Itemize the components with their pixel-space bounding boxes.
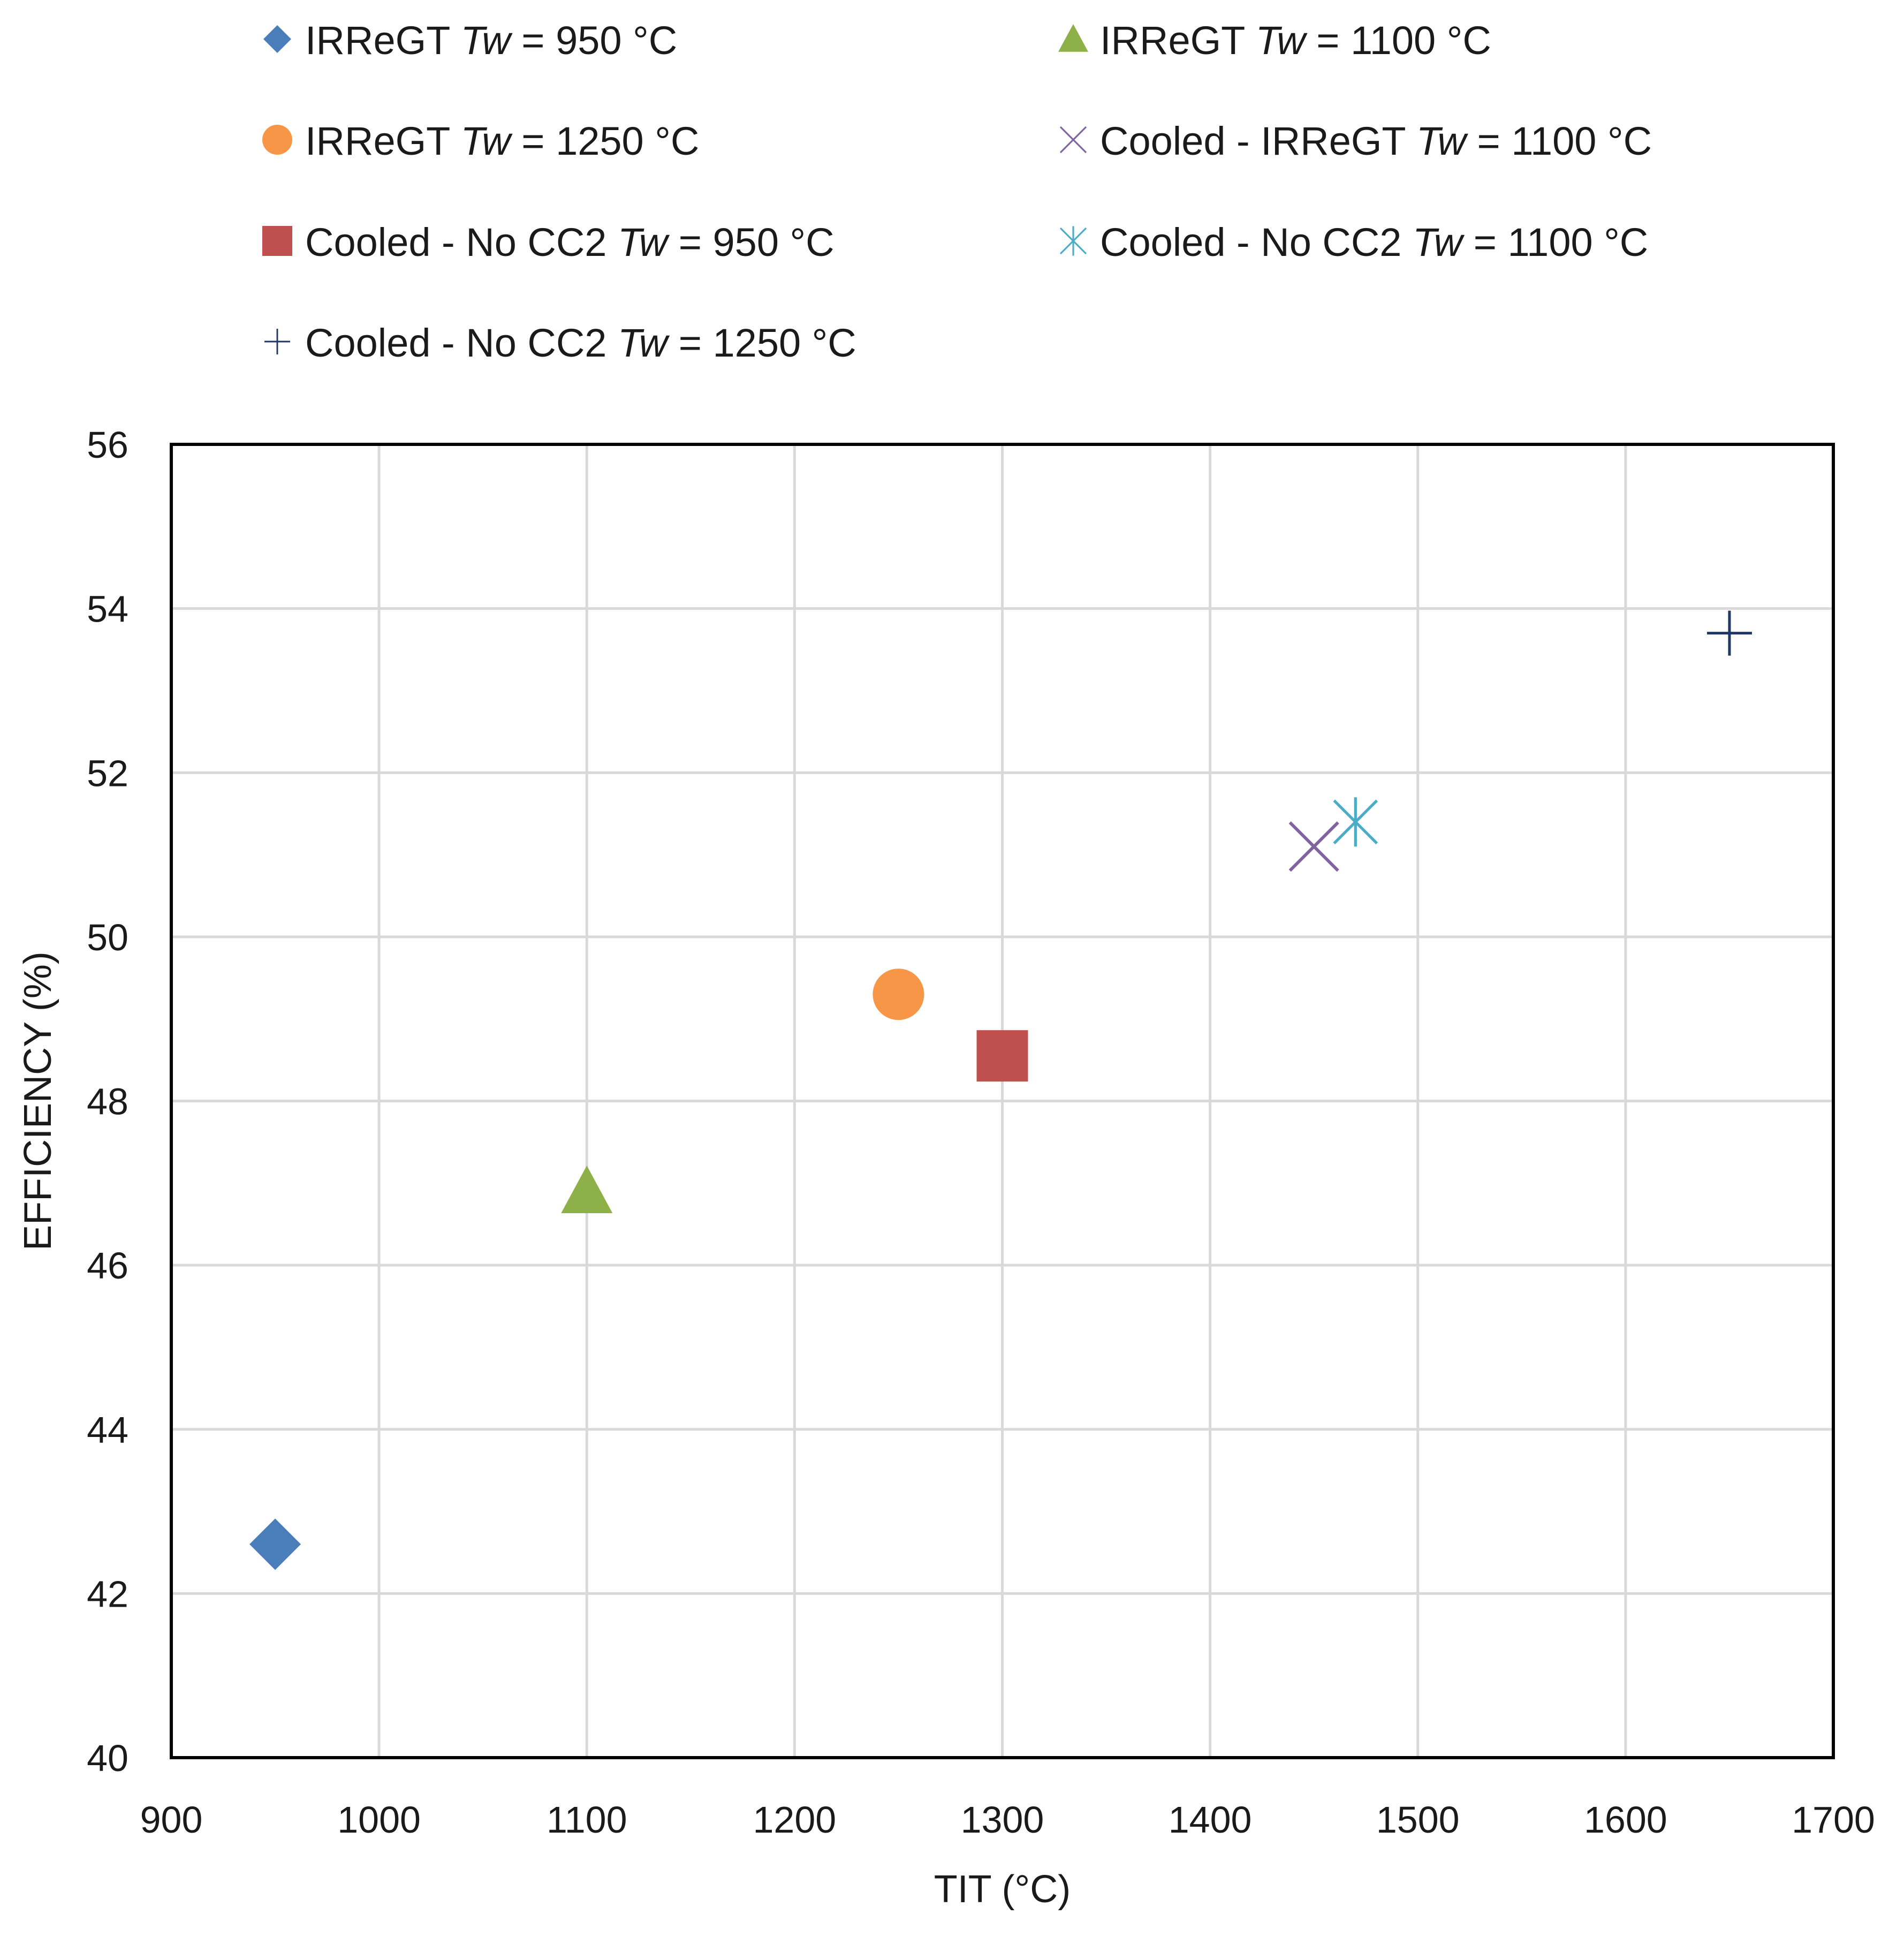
legend-marker bbox=[264, 329, 290, 354]
x-tick-label: 900 bbox=[140, 1799, 203, 1841]
data-point-x bbox=[1288, 821, 1339, 872]
legend-label: IRReGT Tw = 1100 °C bbox=[1100, 18, 1491, 63]
x-axis-tick-labels: 900 1000 1100 1200 1300 1400 1500 1600 1700 bbox=[140, 1799, 1875, 1841]
data-point-triangle bbox=[561, 1166, 613, 1213]
y-tick-label: 54 bbox=[87, 588, 128, 630]
x-tick-label: 1000 bbox=[337, 1799, 421, 1841]
legend-item: IRReGT Tw = 950 °C bbox=[263, 18, 677, 63]
plot-area-frame bbox=[170, 443, 1835, 1759]
data-point-plus bbox=[1706, 610, 1752, 656]
legend: IRReGT Tw = 950 °C IRReGT Tw = 1100 °C IRR… bbox=[262, 18, 1652, 365]
y-tick-label: 52 bbox=[87, 752, 128, 794]
data-point-circle bbox=[873, 968, 924, 1020]
legend-item: IRReGT Tw = 1250 °C bbox=[262, 119, 699, 163]
legend-label: IRReGT Tw = 950 °C bbox=[305, 18, 677, 63]
y-tick-label: 46 bbox=[87, 1245, 128, 1287]
legend-label: Cooled - No CC2 Tw = 1100 °C bbox=[1100, 220, 1648, 264]
x-tick-label: 1500 bbox=[1376, 1799, 1460, 1841]
legend-item: Cooled - IRReGT Tw = 1100 °C bbox=[1059, 119, 1652, 163]
x-tick-label: 1100 bbox=[547, 1799, 627, 1841]
legend-marker bbox=[263, 25, 291, 53]
data-point-diamond bbox=[249, 1518, 301, 1570]
legend-marker bbox=[1059, 126, 1087, 154]
legend-label: Cooled - No CC2 Tw = 950 °C bbox=[305, 220, 835, 264]
x-tick-label: 1200 bbox=[753, 1799, 837, 1841]
legend-marker bbox=[1059, 226, 1087, 256]
y-tick-label: 50 bbox=[87, 917, 128, 958]
x-axis-title: TIT (°C) bbox=[934, 1868, 1071, 1911]
data-point-square bbox=[976, 1030, 1028, 1082]
x-tick-label: 1400 bbox=[1169, 1799, 1252, 1841]
legend-marker bbox=[1058, 24, 1088, 52]
y-tick-label: 48 bbox=[87, 1081, 128, 1123]
legend-label: IRReGT Tw = 1250 °C bbox=[305, 119, 699, 163]
x-tick-label: 1300 bbox=[961, 1799, 1044, 1841]
x-tick-label: 1600 bbox=[1584, 1799, 1667, 1841]
legend-label: Cooled - No CC2 Tw = 1250 °C bbox=[305, 321, 856, 365]
legend-item: IRReGT Tw = 1100 °C bbox=[1058, 18, 1491, 63]
gridlines bbox=[170, 443, 1835, 1759]
legend-item: Cooled - No CC2 Tw = 1100 °C bbox=[1059, 220, 1648, 264]
x-tick-label: 1700 bbox=[1792, 1799, 1875, 1841]
data-point-asterisk bbox=[1333, 797, 1378, 847]
y-tick-label: 40 bbox=[87, 1737, 128, 1779]
data-points bbox=[249, 610, 1752, 1570]
y-axis-title: EFFICIENCY (%) bbox=[17, 951, 59, 1251]
y-tick-label: 44 bbox=[87, 1409, 128, 1451]
legend-label: Cooled - IRReGT Tw = 1100 °C bbox=[1100, 119, 1652, 163]
y-tick-label: 42 bbox=[87, 1573, 128, 1615]
legend-item: Cooled - No CC2 Tw = 1250 °C bbox=[264, 321, 856, 365]
legend-item: Cooled - No CC2 Tw = 950 °C bbox=[262, 220, 835, 264]
y-tick-label: 56 bbox=[87, 424, 128, 466]
y-axis-tick-labels: 40 42 44 46 48 50 52 54 56 bbox=[87, 424, 128, 1779]
legend-marker bbox=[262, 226, 292, 256]
legend-marker bbox=[262, 125, 292, 155]
